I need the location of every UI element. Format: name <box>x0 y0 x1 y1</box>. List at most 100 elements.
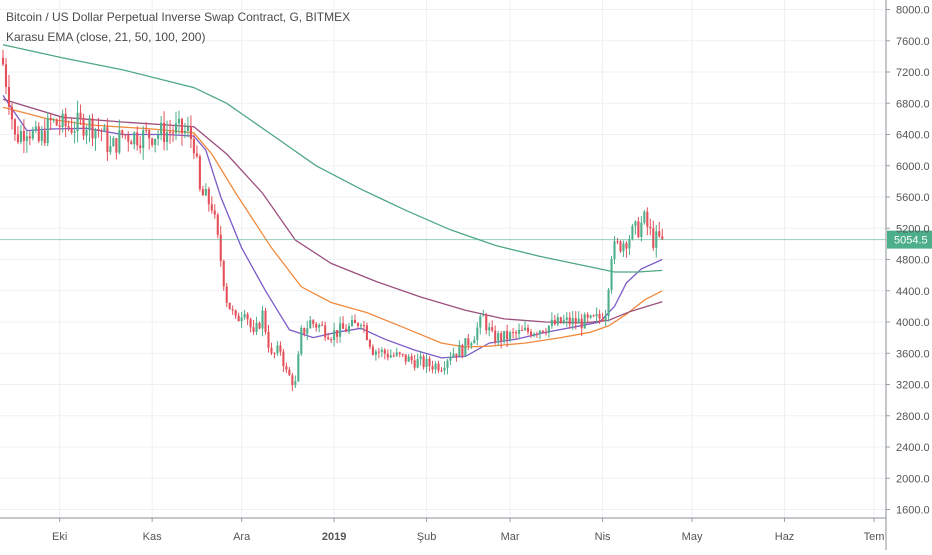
candle <box>547 325 550 338</box>
candle-body <box>46 117 49 144</box>
candle-body <box>231 309 234 311</box>
candle-body <box>225 286 228 303</box>
candle <box>333 322 336 347</box>
candle-body <box>243 314 246 318</box>
candle <box>186 116 189 138</box>
candle-body <box>186 126 189 131</box>
y-tick-label: 4400.0 <box>896 286 930 298</box>
candle-body <box>428 358 431 367</box>
candle <box>258 321 261 330</box>
candle-body <box>380 349 383 352</box>
candle <box>437 360 440 374</box>
candle <box>216 212 219 239</box>
candle-body <box>389 355 392 358</box>
candle <box>580 313 583 337</box>
candle-body <box>574 318 577 324</box>
candle-body <box>476 327 479 340</box>
candle <box>345 324 348 333</box>
time-axis[interactable]: Eki Kas Ara 2019 Şub Mar Nis May Haz Tem <box>0 517 886 543</box>
candle-body <box>634 221 637 226</box>
candle <box>195 145 198 159</box>
candle <box>455 353 458 362</box>
price-axis[interactable]: 8000.0 7600.0 7200.0 6800.0 6400.0 6000.0 5600… <box>885 0 930 550</box>
candle-body <box>297 354 300 382</box>
candle <box>267 324 270 353</box>
candle <box>31 126 34 141</box>
x-tick-label: Nis <box>595 531 611 543</box>
candle <box>154 138 157 153</box>
candle <box>70 118 73 135</box>
candle-body <box>52 119 55 121</box>
candle <box>73 121 76 144</box>
candle-body <box>488 327 491 331</box>
candle-body <box>401 353 404 355</box>
candle-body <box>34 126 37 131</box>
candle-body <box>449 356 452 361</box>
candle-body <box>121 130 124 135</box>
y-tick-label: 5200.0 <box>896 223 930 235</box>
candle <box>643 209 646 225</box>
candle-body <box>85 130 88 136</box>
y-tick-label: 2000.0 <box>896 473 930 485</box>
candle <box>124 133 127 140</box>
candle <box>634 220 637 235</box>
candle <box>151 137 154 148</box>
candle <box>189 115 192 149</box>
candle <box>652 220 655 251</box>
candle <box>482 309 485 317</box>
candle-body <box>518 329 521 334</box>
y-tick-label: 7200.0 <box>896 67 930 79</box>
candle <box>383 348 386 360</box>
candle <box>169 119 172 144</box>
candle <box>565 311 568 327</box>
candle-body <box>37 126 40 142</box>
candle-body <box>541 330 544 333</box>
candle <box>210 196 213 214</box>
candle <box>79 104 82 126</box>
x-tick-label: Mar <box>501 531 520 543</box>
candle-body <box>13 119 16 135</box>
candle <box>544 327 547 336</box>
candle-body <box>136 132 139 146</box>
candle-body <box>324 325 327 338</box>
candle <box>598 309 601 324</box>
candle <box>491 320 494 333</box>
candle-body <box>342 323 345 329</box>
candle-body <box>461 345 464 357</box>
candle <box>616 237 619 245</box>
candle-body <box>91 118 94 139</box>
candle-body <box>148 130 151 139</box>
x-tick-label: Şub <box>417 531 437 543</box>
candle-body <box>479 316 482 328</box>
candle-body <box>425 358 428 368</box>
candle <box>130 139 133 145</box>
candle-body <box>151 138 154 145</box>
candle-body <box>294 381 297 386</box>
candle <box>85 125 88 145</box>
candle-body <box>201 189 204 196</box>
candle-body <box>661 236 664 240</box>
candle <box>276 341 279 356</box>
candle-body <box>353 319 357 324</box>
candle-body <box>610 258 613 290</box>
candle-body <box>544 332 547 334</box>
candle <box>118 119 121 155</box>
candle-body <box>374 351 377 355</box>
candle <box>67 120 70 132</box>
candle-body <box>413 360 416 368</box>
candle-body <box>446 360 449 368</box>
candle <box>180 117 184 146</box>
candle-body <box>210 204 213 211</box>
candle-body <box>506 330 509 340</box>
candle <box>273 352 276 359</box>
candle-body <box>553 319 556 325</box>
candle-body <box>613 241 616 259</box>
candle <box>139 136 142 154</box>
candle <box>374 349 377 361</box>
candle <box>604 309 607 326</box>
candle-body <box>571 318 574 325</box>
candle <box>157 130 160 146</box>
candle-body <box>589 315 592 318</box>
